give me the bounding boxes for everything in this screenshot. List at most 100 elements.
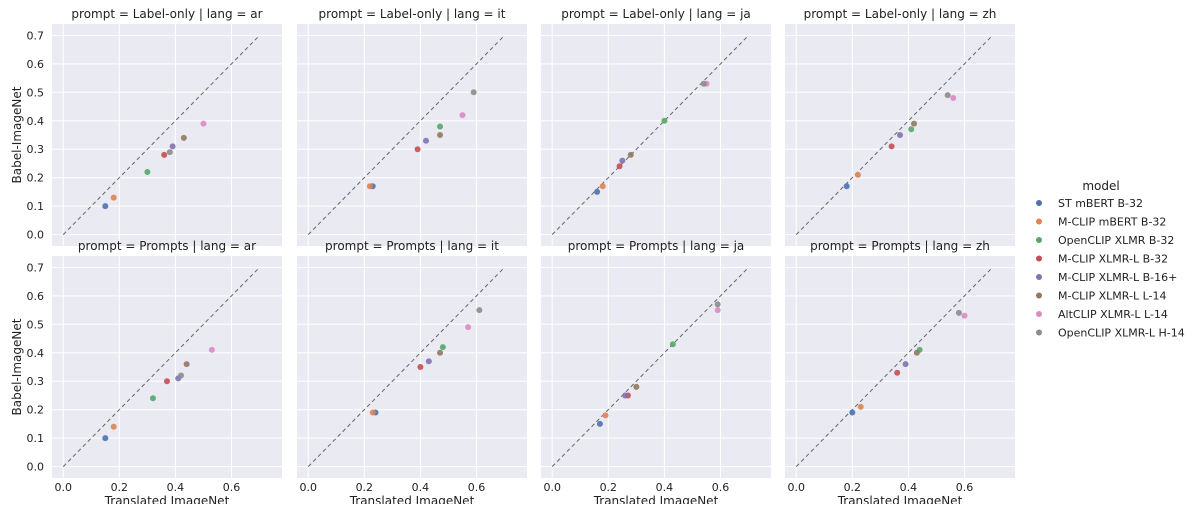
- data-point: [470, 89, 477, 96]
- x-tick-label: 0.2: [111, 481, 129, 494]
- x-tick-label: 0.4: [900, 481, 918, 494]
- data-point: [102, 435, 109, 442]
- data-point: [200, 120, 207, 127]
- legend-marker: [1036, 237, 1042, 243]
- data-point: [913, 349, 920, 356]
- diagonal-reference-line: [551, 267, 749, 467]
- data-point: [596, 420, 603, 427]
- data-point: [366, 183, 373, 190]
- panel-title: prompt = Label-only | lang = ja: [561, 7, 751, 21]
- x-tick-label: 0.6: [956, 481, 974, 494]
- data-point: [700, 80, 707, 87]
- data-point: [961, 312, 968, 319]
- legend-item-label: AltCLIP XLMR-L L-14: [1058, 308, 1168, 321]
- data-point: [437, 349, 444, 356]
- legend-marker: [1036, 200, 1042, 206]
- data-point: [843, 183, 850, 190]
- data-point: [369, 409, 376, 416]
- x-tick-label: 0.0: [54, 481, 72, 494]
- data-point: [599, 183, 606, 190]
- legend-marker: [1036, 255, 1042, 262]
- x-tick-label: 0.4: [167, 481, 185, 494]
- data-point: [437, 132, 444, 138]
- data-point: [950, 95, 957, 101]
- facet-panel: prompt = Label-only | lang = ar 0.0 0.1 0.2…: [10, 7, 282, 246]
- x-tick-label: 0.2: [600, 481, 618, 494]
- x-tick-label: 0.2: [356, 481, 374, 494]
- panel-title: prompt = Prompts | lang = it: [325, 239, 499, 253]
- data-point: [169, 143, 176, 150]
- y-tick-label: 0.1: [27, 432, 45, 445]
- legend-item-label: M-CLIP XLMR-L B-32: [1058, 253, 1168, 266]
- data-point: [857, 403, 864, 410]
- data-point: [183, 361, 190, 368]
- data-point: [149, 395, 156, 402]
- data-point: [714, 307, 721, 314]
- x-tick-label: 0.6: [223, 481, 241, 494]
- panel-background: [297, 256, 527, 478]
- diagonal-reference-line: [551, 35, 749, 235]
- data-point: [423, 137, 430, 144]
- legend-marker: [1036, 329, 1042, 336]
- legend-marker: [1036, 218, 1042, 225]
- x-tick-label: 0.6: [712, 481, 730, 494]
- data-point: [439, 344, 446, 351]
- panel-title: prompt = Prompts | lang = ar: [78, 239, 256, 253]
- diagonal-reference-line: [795, 35, 993, 235]
- panel-title: prompt = Label-only | lang = ar: [71, 7, 262, 21]
- diagonal-reference-line: [307, 267, 505, 467]
- y-tick-label: 0.5: [27, 318, 45, 331]
- facet-panel: prompt = Prompts | lang = zh 0.0 0.2 0.4 0.6…: [785, 239, 1015, 508]
- x-axis-label: Translated ImageNet: [349, 494, 475, 504]
- data-point: [459, 112, 466, 119]
- panel-title: prompt = Prompts | lang = zh: [810, 239, 990, 253]
- y-tick-label: 0.6: [27, 290, 45, 303]
- panel-title: prompt = Label-only | lang = zh: [804, 7, 997, 21]
- panel-title: prompt = Label-only | lang = it: [319, 7, 506, 21]
- panel-background: [541, 256, 771, 478]
- x-axis-label: Translated ImageNet: [837, 494, 963, 504]
- y-tick-label: 0.3: [27, 375, 45, 388]
- data-point: [661, 117, 668, 124]
- facet-panel: prompt = Label-only | lang = it: [297, 7, 527, 246]
- legend-marker: [1036, 274, 1042, 280]
- data-point: [908, 126, 915, 133]
- data-point: [425, 358, 432, 365]
- data-point: [180, 134, 187, 141]
- x-tick-label: 0.0: [299, 481, 317, 494]
- facet-panel: prompt = Prompts | lang = ar 0.0 0.1 0.2 0.3…: [10, 239, 282, 508]
- legend-item-label: M-CLIP XLMR-L B-16+: [1058, 271, 1177, 284]
- panel-background: [541, 24, 771, 246]
- y-tick-label: 0.7: [27, 29, 45, 42]
- y-tick-label: 0.0: [27, 461, 45, 474]
- data-point: [417, 364, 424, 370]
- data-point: [144, 169, 151, 175]
- legend-item-label: OpenCLIP XLMR B-32: [1058, 234, 1174, 247]
- legend: model ST mBERT B-32 M-CLIP mBERT B-32 OpenC…: [1036, 179, 1185, 340]
- panel-background: [297, 24, 527, 246]
- data-point: [178, 372, 185, 379]
- x-tick-label: 0.0: [787, 481, 805, 494]
- data-point: [911, 120, 918, 127]
- data-point: [627, 151, 634, 158]
- legend-title: model: [1082, 179, 1119, 193]
- y-tick-label: 0.3: [27, 143, 45, 156]
- y-tick-label: 0.2: [27, 172, 45, 185]
- data-point: [414, 146, 421, 153]
- x-axis-label: Translated ImageNet: [593, 494, 719, 504]
- x-tick-label: 0.2: [844, 481, 862, 494]
- y-tick-label: 0.4: [27, 347, 45, 360]
- data-point: [110, 423, 117, 430]
- diagonal-reference-line: [62, 35, 260, 235]
- y-tick-label: 0.1: [27, 200, 45, 213]
- data-point: [594, 188, 601, 195]
- panel-background: [52, 24, 282, 246]
- x-tick-label: 0.4: [656, 481, 674, 494]
- data-point: [110, 194, 117, 201]
- legend-item-label: M-CLIP mBERT B-32: [1058, 216, 1166, 229]
- x-tick-label: 0.6: [468, 481, 486, 494]
- y-tick-label: 0.7: [27, 261, 45, 274]
- facet-panel: prompt = Prompts | lang = it 0.0 0.2 0.4 0.6…: [297, 239, 527, 508]
